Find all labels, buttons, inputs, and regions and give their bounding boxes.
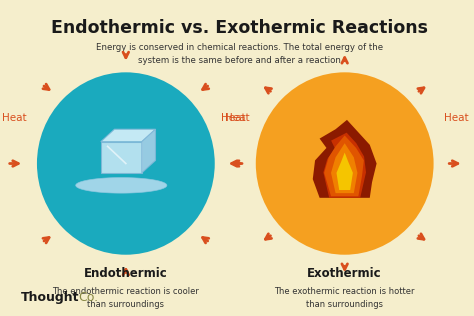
Text: The exothermic reaction is hotter
than surroundings: The exothermic reaction is hotter than s… xyxy=(274,288,415,309)
Text: Energy is conserved in chemical reactions. The total energy of the
system is the: Energy is conserved in chemical reaction… xyxy=(96,44,383,65)
Polygon shape xyxy=(101,142,142,173)
Text: Endothermic vs. Exothermic Reactions: Endothermic vs. Exothermic Reactions xyxy=(51,19,428,37)
Polygon shape xyxy=(337,153,353,190)
Ellipse shape xyxy=(256,72,434,255)
Polygon shape xyxy=(142,129,155,173)
Polygon shape xyxy=(324,136,364,196)
Text: Endothermic: Endothermic xyxy=(84,267,168,280)
Polygon shape xyxy=(76,178,167,193)
Ellipse shape xyxy=(37,72,215,255)
Text: Heat: Heat xyxy=(225,113,250,123)
Polygon shape xyxy=(331,143,357,193)
Text: The endothermic reaction is cooler
than surroundings: The endothermic reaction is cooler than … xyxy=(53,288,199,309)
Polygon shape xyxy=(101,129,155,142)
Text: Co.: Co. xyxy=(78,291,98,304)
Polygon shape xyxy=(313,120,377,198)
Text: Exothermic: Exothermic xyxy=(307,267,382,280)
Polygon shape xyxy=(323,133,366,198)
Text: Heat: Heat xyxy=(2,113,27,123)
Text: Heat: Heat xyxy=(221,113,246,123)
Text: Thought: Thought xyxy=(21,291,80,304)
Text: Heat: Heat xyxy=(444,113,469,123)
